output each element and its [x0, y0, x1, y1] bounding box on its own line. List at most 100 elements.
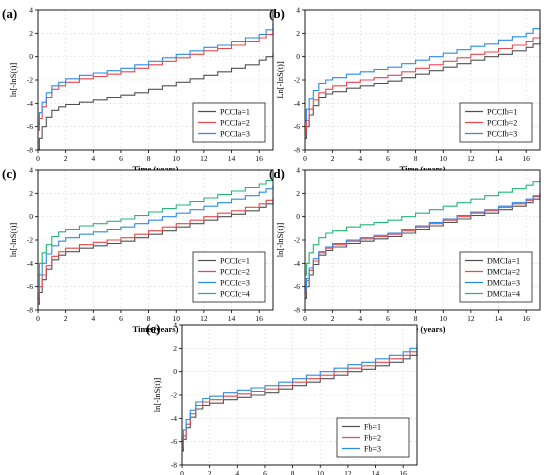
- x-tick-label: 16: [255, 314, 263, 323]
- panel-label: (c): [2, 166, 16, 181]
- y-tick-label: 4: [29, 166, 33, 175]
- x-tick-label: 10: [172, 154, 180, 163]
- y-tick-label: 4: [29, 6, 33, 15]
- legend-entry: Fb=3: [364, 445, 381, 454]
- x-tick-label: 14: [495, 314, 503, 323]
- x-tick-label: 6: [386, 314, 390, 323]
- x-tick-label: 14: [228, 154, 236, 163]
- y-axis-label: ln[-lnS(t)]: [8, 223, 18, 258]
- y-tick-label: 0: [29, 52, 33, 61]
- legend-entry: PCCIc=2: [220, 268, 250, 277]
- x-tick-label: 8: [414, 154, 418, 163]
- y-tick-label: -2: [27, 76, 33, 85]
- y-tick-label: -2: [27, 236, 33, 245]
- x-tick-label: 4: [358, 314, 362, 323]
- x-tick-label: 16: [255, 154, 263, 163]
- x-tick-label: 0: [36, 314, 40, 323]
- y-tick-label: 0: [29, 212, 33, 221]
- series-line: [38, 53, 274, 151]
- y-tick-label: -4: [171, 414, 177, 423]
- x-tick-label: 0: [36, 154, 40, 163]
- y-tick-label: -6: [294, 282, 300, 291]
- legend-entry: PCCIb=1: [487, 108, 517, 117]
- legend-entry: PCCIa=3: [220, 130, 250, 139]
- x-tick-label: 4: [91, 154, 95, 163]
- y-tick-label: -6: [294, 122, 300, 131]
- legend-entry: PCCIc=4: [220, 290, 250, 299]
- x-tick-label: 10: [172, 314, 180, 323]
- x-tick-label: 16: [522, 154, 530, 163]
- legend-entry: PCCIb=3: [487, 130, 517, 139]
- y-tick-label: -8: [294, 306, 300, 315]
- x-tick-label: 4: [235, 469, 239, 475]
- series-line: [38, 196, 274, 299]
- x-tick-label: 12: [200, 154, 208, 163]
- y-axis-label: ln[-lnS(t)]: [8, 63, 18, 98]
- x-tick-label: 6: [119, 314, 123, 323]
- y-tick-label: 2: [29, 29, 33, 38]
- x-tick-label: 14: [495, 154, 503, 163]
- series-line: [305, 33, 541, 134]
- y-tick-label: 0: [173, 367, 177, 376]
- y-tick-label: -4: [27, 259, 33, 268]
- y-tick-label: -6: [171, 437, 177, 446]
- legend-entry: DMCIa=1: [487, 257, 520, 266]
- y-tick-label: -4: [27, 99, 33, 108]
- series-line: [305, 22, 541, 122]
- legend-entry: PCCIc=1: [220, 257, 250, 266]
- y-tick-label: -6: [27, 282, 33, 291]
- y-tick-label: -6: [27, 122, 33, 131]
- x-tick-label: 14: [372, 469, 380, 475]
- series-line: [305, 178, 541, 276]
- x-tick-label: 2: [208, 469, 212, 475]
- x-tick-label: 0: [303, 314, 307, 323]
- x-tick-label: 4: [358, 154, 362, 163]
- x-tick-label: 6: [263, 469, 267, 475]
- legend: DMCIa=1 DMCIa=2 DMCIa=3 DMCIa=4: [459, 251, 533, 303]
- series-line: [305, 192, 541, 291]
- chart-panel-1: 0 2 4 6 8 10 12 14 16 -8 -6 -4 -2 0 2 4 Time (years) ln[-…: [2, 6, 274, 174]
- y-tick-label: 4: [173, 321, 177, 330]
- y-tick-label: 4: [296, 6, 300, 15]
- x-tick-label: 0: [303, 154, 307, 163]
- x-axis-label: Time (years): [133, 164, 179, 174]
- x-tick-label: 8: [414, 314, 418, 323]
- y-tick-label: 2: [173, 344, 177, 353]
- y-tick-label: -4: [294, 259, 300, 268]
- legend: Fb=1 Fb=2 Fb=3: [336, 417, 410, 458]
- panel-label: (d): [269, 166, 285, 181]
- x-tick-label: 16: [522, 314, 530, 323]
- legend-entry: PCCIa=1: [220, 108, 250, 117]
- x-axis-label: Time (years): [400, 324, 446, 334]
- legend-entry: Fb=2: [364, 434, 381, 443]
- legend-entry: PCCIc=3: [220, 279, 250, 288]
- x-tick-label: 2: [331, 314, 335, 323]
- y-axis-label: ln[-lnS(t)]: [152, 378, 162, 413]
- x-tick-label: 2: [64, 314, 68, 323]
- series-line: [182, 343, 418, 443]
- x-tick-label: 14: [228, 314, 236, 323]
- y-tick-label: 2: [296, 29, 300, 38]
- x-tick-label: 10: [439, 154, 447, 163]
- legend-entry: Fb=1: [364, 423, 381, 432]
- y-axis-label: Ln[-lnS(t)]: [275, 61, 285, 98]
- legend: PCCIb=1 PCCIb=2 PCCIb=3: [459, 102, 533, 143]
- x-tick-label: 10: [316, 469, 324, 475]
- x-tick-label: 10: [439, 314, 447, 323]
- y-tick-label: -2: [294, 236, 300, 245]
- chart-panel-2: 0 2 4 6 8 10 12 14 16 -8 -6 -4 -2 0 2 4 Time (years) Ln[-…: [269, 6, 541, 174]
- y-tick-label: 4: [296, 166, 300, 175]
- y-tick-label: -8: [294, 146, 300, 155]
- x-tick-label: 16: [399, 469, 407, 475]
- x-axis-label: Time (years): [133, 324, 179, 334]
- x-axis-label: Time (years): [400, 164, 446, 174]
- x-tick-label: 6: [386, 154, 390, 163]
- y-tick-label: -4: [294, 99, 300, 108]
- panel-label: (b): [269, 6, 285, 21]
- legend: PCCIa=1 PCCIa=2 PCCIa=3: [192, 102, 266, 143]
- panel-label: (a): [2, 6, 17, 21]
- y-tick-label: -2: [294, 76, 300, 85]
- x-tick-label: 0: [180, 469, 184, 475]
